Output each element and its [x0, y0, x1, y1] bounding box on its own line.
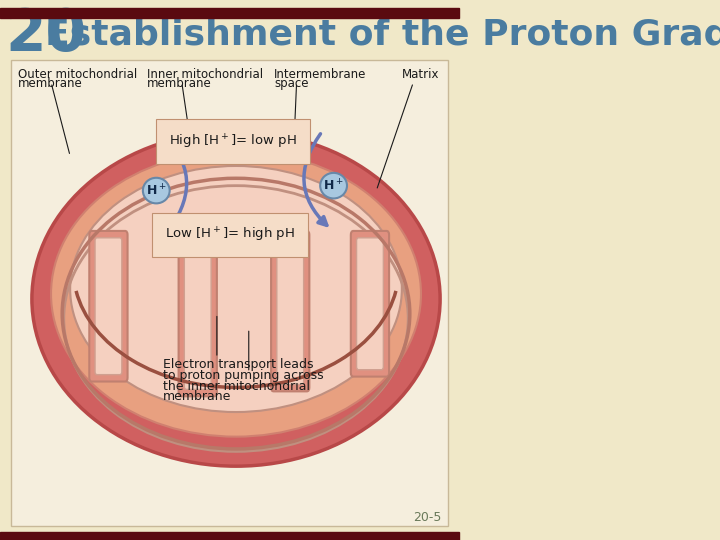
Ellipse shape — [32, 132, 440, 466]
Ellipse shape — [143, 178, 170, 204]
FancyBboxPatch shape — [271, 231, 310, 392]
Bar — [0, 18, 459, 58]
Text: to proton pumping across: to proton pumping across — [163, 369, 323, 382]
Text: H$^+$: H$^+$ — [146, 183, 166, 198]
FancyBboxPatch shape — [356, 238, 383, 370]
Text: 20: 20 — [5, 5, 86, 63]
Text: Establishment of the Proton Gradient: Establishment of the Proton Gradient — [45, 17, 720, 51]
Bar — [0, 9, 459, 18]
Text: membrane: membrane — [163, 390, 231, 403]
Text: Intermembrane: Intermembrane — [274, 68, 366, 80]
Text: Outer mitochondrial: Outer mitochondrial — [18, 68, 137, 80]
FancyBboxPatch shape — [179, 231, 217, 396]
Text: Electron transport leads: Electron transport leads — [163, 358, 313, 371]
FancyBboxPatch shape — [184, 238, 211, 389]
Text: membrane: membrane — [18, 77, 83, 90]
Text: 20-5: 20-5 — [413, 511, 441, 524]
Text: Inner mitochondrial: Inner mitochondrial — [147, 68, 263, 80]
Text: space: space — [274, 77, 309, 90]
Ellipse shape — [320, 173, 347, 198]
Ellipse shape — [70, 166, 402, 412]
FancyBboxPatch shape — [276, 238, 304, 384]
Bar — [0, 532, 459, 540]
Bar — [12, 59, 448, 526]
FancyBboxPatch shape — [95, 238, 122, 375]
Text: H$^+$: H$^+$ — [323, 178, 344, 193]
FancyBboxPatch shape — [351, 231, 389, 376]
Text: the inner mitochondrial: the inner mitochondrial — [163, 380, 310, 393]
Ellipse shape — [51, 151, 421, 437]
Text: membrane: membrane — [147, 77, 212, 90]
FancyBboxPatch shape — [89, 231, 127, 382]
Text: High [H$^+$]= low pH: High [H$^+$]= low pH — [169, 132, 297, 151]
Text: Low [H$^+$]= high pH: Low [H$^+$]= high pH — [165, 226, 294, 244]
Text: Matrix: Matrix — [402, 68, 439, 80]
